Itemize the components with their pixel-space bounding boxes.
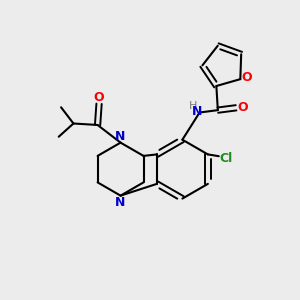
Text: H: H	[189, 101, 197, 111]
Text: N: N	[116, 130, 126, 143]
Text: O: O	[94, 91, 104, 104]
Text: N: N	[192, 105, 202, 119]
Text: N: N	[116, 196, 126, 208]
Text: O: O	[237, 101, 248, 114]
Text: Cl: Cl	[219, 152, 232, 165]
Text: O: O	[242, 71, 252, 84]
